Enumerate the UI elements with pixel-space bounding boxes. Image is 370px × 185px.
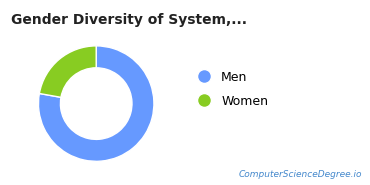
Text: 77.8%: 77.8% xyxy=(85,112,117,121)
Wedge shape xyxy=(39,46,96,97)
Text: ComputerScienceDegree.io: ComputerScienceDegree.io xyxy=(239,170,363,179)
Wedge shape xyxy=(38,46,154,161)
Legend: Men, Women: Men, Women xyxy=(186,65,273,113)
Text: Gender Diversity of System,...: Gender Diversity of System,... xyxy=(11,13,247,27)
